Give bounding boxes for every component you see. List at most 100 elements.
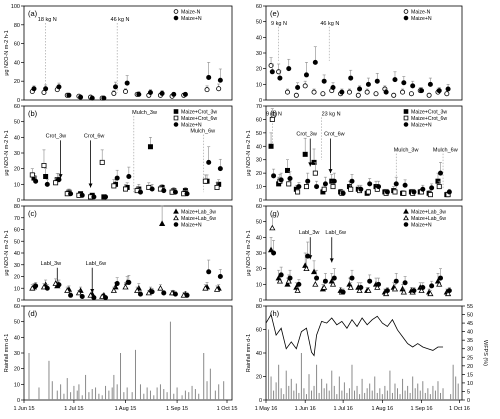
rain-bar	[280, 388, 282, 400]
y-tick-label: 20	[14, 79, 20, 85]
y2-tick-label: 40	[467, 330, 473, 336]
data-point	[302, 83, 308, 89]
data-point	[172, 291, 178, 297]
rain-bar	[28, 353, 30, 400]
rain-bar	[300, 353, 302, 400]
annotation-text: 9 kg N	[266, 111, 282, 117]
data-point	[278, 177, 284, 183]
legend-marker	[173, 9, 179, 14]
y-tick-label: 80	[256, 304, 262, 310]
y-tick-label: 40	[256, 235, 262, 241]
arrow-head	[58, 174, 63, 179]
rain-bar	[338, 376, 340, 400]
rain-bar	[70, 392, 72, 400]
y-axis-label: μg N2O-N m-2 h-1	[4, 230, 10, 275]
rain-bar	[85, 374, 87, 400]
y2-tick-label: 15	[467, 372, 473, 378]
data-point	[277, 75, 283, 81]
x-tick-label: 1 Oct 15	[217, 406, 238, 412]
rain-bar	[326, 383, 328, 400]
annotation-text: Labl_6w	[325, 230, 346, 236]
data-point	[202, 285, 209, 291]
y-tick-label: 40	[14, 335, 20, 341]
data-point	[358, 284, 364, 290]
rain-bar	[394, 383, 396, 400]
y-tick-label: 10	[14, 382, 20, 388]
data-point	[79, 293, 85, 299]
y2-tick-label: 50	[467, 313, 473, 319]
panel-label: (g)	[270, 209, 280, 218]
rain-bar	[113, 374, 115, 400]
rain-bar	[209, 368, 211, 400]
y-tick-label: 50	[256, 20, 262, 26]
data-point	[122, 283, 129, 290]
rain-bar	[181, 395, 183, 400]
data-point	[402, 182, 408, 188]
y2-tick-label: 30	[467, 347, 473, 353]
rain-bar	[308, 374, 310, 400]
panel-h: 0 20 40 60 80 1 May 16 1 Jun 16 1 Jul 16 1 Aug 1…	[246, 304, 488, 412]
data-point	[330, 184, 336, 190]
rain-bar	[343, 382, 345, 400]
data-point	[91, 194, 97, 200]
data-point	[348, 186, 354, 192]
y-tick-label: 40	[256, 35, 262, 41]
rain-bar	[206, 381, 208, 400]
annotation-text: Mulch_6w	[433, 148, 458, 154]
data-point	[126, 279, 132, 285]
y-tick-label: 40	[14, 251, 20, 257]
rain-bar	[422, 381, 424, 400]
data-point	[213, 286, 221, 292]
rain-bar	[273, 390, 275, 400]
data-point	[78, 94, 84, 100]
y-tick-label: 50	[256, 220, 262, 226]
y-tick-label: 30	[256, 51, 262, 57]
rain-bar	[123, 392, 125, 400]
rain-bar	[81, 395, 83, 400]
y-tick-label: 30	[14, 351, 20, 357]
data-point	[29, 285, 36, 291]
legend-label: Maize+Lab_6w	[181, 216, 216, 222]
data-point	[41, 163, 47, 169]
rain-bar	[198, 393, 200, 400]
rain-bar	[156, 387, 158, 400]
data-point	[137, 189, 143, 195]
legend-marker	[173, 122, 179, 127]
x-tick-label: 1 Sep 16	[411, 406, 433, 412]
rain-bar	[321, 378, 323, 400]
legend-marker	[173, 109, 179, 114]
rain-bar	[316, 364, 318, 400]
x-tick-label: 1 Jun 15	[13, 406, 34, 412]
y-tick-label: 10	[14, 182, 20, 188]
arrow-head	[308, 162, 313, 167]
rain-bar	[457, 383, 459, 400]
data-point	[137, 291, 143, 297]
annotation-text: Labl_6w	[86, 261, 107, 267]
panel-c: 0 10 20 30 40 50 60 70 80 μg N2O-N m-2 h-1 (c) Labl…	[4, 204, 233, 304]
rain-bar	[333, 385, 335, 400]
y-axis-label: Rainfall mm d-1	[246, 334, 252, 373]
data-point	[161, 188, 167, 194]
data-point	[320, 91, 326, 97]
rain-bar	[116, 384, 118, 400]
rain-bar	[384, 385, 386, 400]
rain-bar	[188, 392, 190, 400]
legend-marker	[403, 222, 409, 227]
legend-label: Maize+N	[181, 223, 202, 229]
y-tick-label: 30	[14, 151, 20, 157]
data-point	[331, 275, 337, 281]
rain-bar	[437, 381, 439, 400]
rain-bar	[331, 370, 333, 400]
data-point	[374, 78, 380, 84]
data-point	[402, 280, 408, 286]
data-point	[321, 284, 328, 290]
rain-bar	[369, 383, 371, 400]
data-point	[206, 74, 212, 80]
y-tick-label: 20	[256, 171, 262, 177]
panel-a: 0 20 40 60 80 100 μg N2O-N m-2 h-1 (a)18 kg N 46…	[4, 4, 233, 104]
annotation-text: 46 kg N	[111, 17, 130, 23]
legend-marker	[403, 15, 409, 21]
data-point	[101, 95, 107, 101]
legend-label: Maize-N	[411, 10, 431, 16]
annotation-text: 23 kg N	[322, 111, 341, 117]
